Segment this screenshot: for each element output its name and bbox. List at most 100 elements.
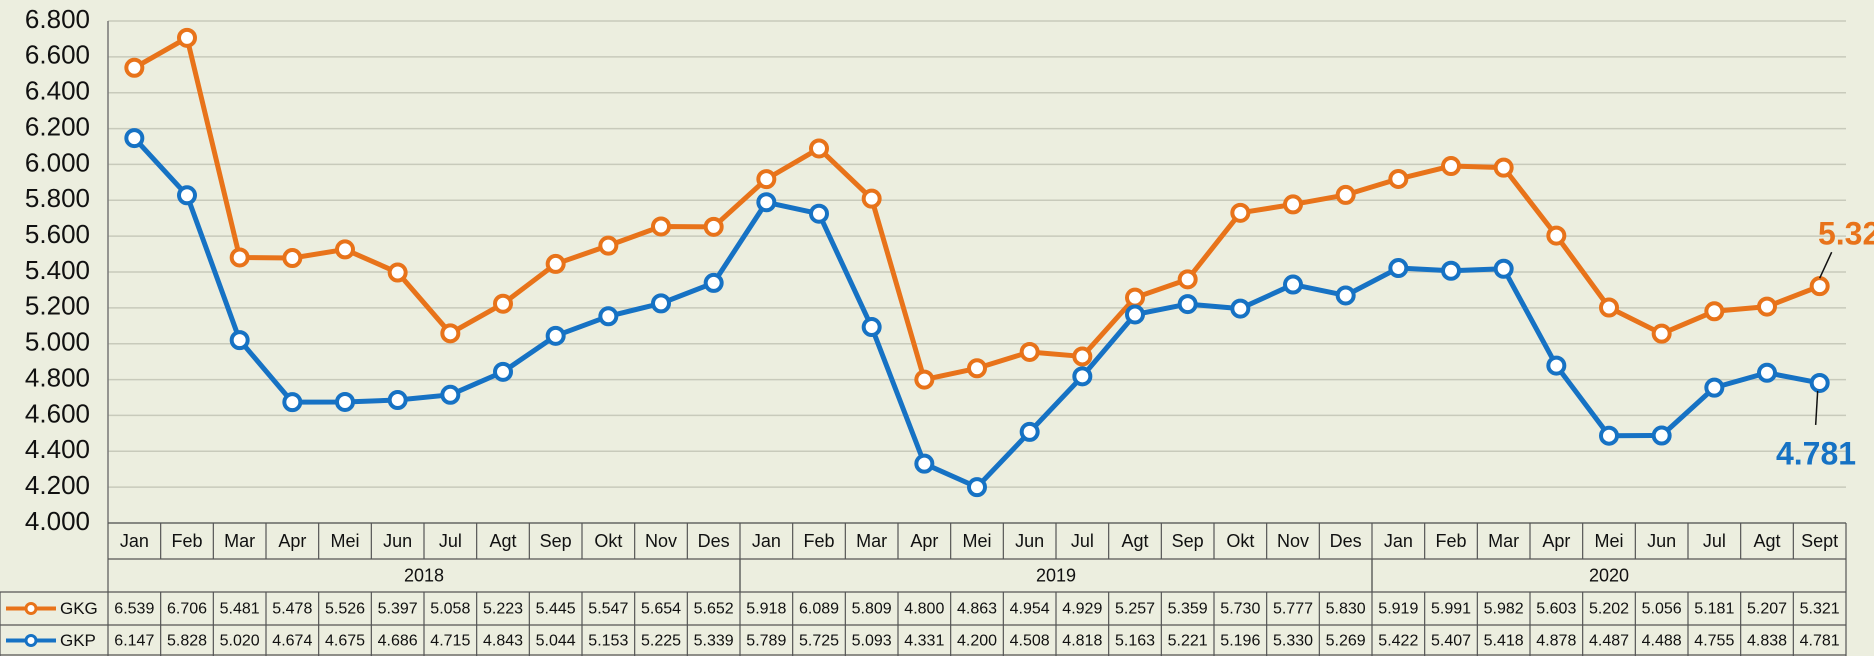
point	[861, 188, 882, 209]
x-tick-label: Jan	[752, 531, 781, 551]
table-value: 5.809	[852, 601, 892, 618]
table-value: 5.153	[588, 633, 628, 650]
legend-label: GKP	[60, 631, 96, 650]
table-value: 5.181	[1694, 601, 1734, 618]
point	[651, 293, 671, 314]
table-value: 6.089	[799, 601, 839, 618]
y-tick-label: 5.400	[25, 255, 90, 285]
table-value: 5.982	[1484, 601, 1524, 618]
table-value: 5.257	[1115, 601, 1155, 618]
point	[809, 203, 829, 224]
x-tick-label: Sep	[1172, 531, 1204, 551]
point	[1757, 362, 1777, 383]
point	[177, 185, 197, 206]
table-value: 5.422	[1378, 633, 1418, 650]
x-tick-label: Jul	[1071, 531, 1094, 551]
point	[1388, 168, 1409, 189]
table-value: 5.207	[1747, 601, 1787, 618]
point	[967, 358, 987, 379]
y-tick-label: 6.400	[25, 76, 90, 106]
legend-label: GKG	[60, 599, 98, 618]
table-value: 4.488	[1642, 633, 1682, 650]
y-tick-label: 6.200	[25, 111, 90, 141]
table-value: 5.918	[746, 601, 786, 618]
point	[1441, 260, 1461, 281]
point	[1599, 425, 1619, 446]
point	[387, 390, 408, 411]
x-tick-label: Mar	[1488, 531, 1519, 551]
table-value: 5.330	[1273, 633, 1313, 650]
table-value: 5.225	[641, 633, 681, 650]
table-value: 5.359	[1168, 601, 1208, 618]
table-value: 4.674	[272, 633, 312, 650]
y-tick-label: 4.600	[25, 398, 90, 428]
point	[1019, 421, 1040, 442]
point	[598, 306, 619, 327]
point	[756, 169, 777, 190]
table-value: 5.445	[536, 601, 576, 618]
point	[1704, 377, 1725, 398]
point	[1704, 301, 1725, 322]
point	[545, 325, 566, 346]
table-value: 5.526	[325, 601, 365, 618]
table-value: 5.418	[1484, 633, 1524, 650]
point	[1599, 297, 1619, 318]
point	[1177, 269, 1198, 290]
x-tick-label: Des	[1330, 531, 1362, 551]
leader-line	[1814, 390, 1819, 426]
y-tick-label: 5.200	[25, 291, 90, 321]
table-value: 5.652	[694, 601, 734, 618]
x-tick-label: Agt	[1121, 531, 1148, 551]
point	[1177, 294, 1198, 315]
x-tick-label: Feb	[171, 531, 202, 551]
y-tick-label: 4.800	[25, 362, 90, 392]
x-tick-label: Okt	[1226, 531, 1254, 551]
table-value: 5.058	[430, 601, 470, 618]
y-tick-label: 5.600	[25, 219, 90, 249]
point	[229, 247, 250, 268]
point	[124, 57, 145, 78]
y-tick-label: 5.800	[25, 183, 90, 213]
x-tick-label: Agt	[489, 531, 516, 551]
table-value: 5.777	[1273, 601, 1313, 618]
table-value: 4.487	[1589, 633, 1629, 650]
x-tick-label: Jun	[1647, 531, 1676, 551]
table-value: 5.547	[588, 601, 628, 618]
y-tick-label: 6.000	[25, 147, 90, 177]
x-tick-label: Apr	[910, 531, 938, 551]
x-tick-label: Mar	[224, 531, 255, 551]
point	[703, 272, 724, 293]
table-value: 4.715	[430, 633, 470, 650]
table-value: 4.781	[1800, 633, 1840, 650]
point	[440, 323, 461, 344]
x-tick-label: Jan	[120, 531, 149, 551]
point	[756, 192, 777, 213]
table-value: 4.686	[378, 633, 418, 650]
point	[493, 361, 513, 382]
table-value: 5.093	[852, 633, 892, 650]
point	[1388, 258, 1409, 279]
point	[1493, 258, 1514, 279]
table-value: 4.878	[1536, 633, 1576, 650]
year-label: 2018	[404, 565, 444, 585]
point	[1493, 157, 1514, 178]
table-value: 5.223	[483, 601, 523, 618]
x-tick-label: Sep	[540, 531, 572, 551]
point	[387, 262, 408, 283]
x-tick-label: Apr	[1542, 531, 1570, 551]
leader-line	[1818, 251, 1833, 279]
point	[282, 248, 303, 269]
point	[440, 384, 461, 405]
table-value: 4.954	[1010, 601, 1050, 618]
x-tick-label: Jul	[439, 531, 462, 551]
x-tick-label: Agt	[1753, 531, 1780, 551]
table-value: 5.828	[167, 633, 207, 650]
point	[335, 239, 355, 260]
x-tick-label: Nov	[645, 531, 677, 551]
point	[1757, 296, 1777, 317]
point	[1335, 285, 1356, 306]
x-tick-label: Apr	[278, 531, 306, 551]
table-value: 5.919	[1378, 601, 1418, 618]
x-tick-label: Mei	[330, 531, 359, 551]
